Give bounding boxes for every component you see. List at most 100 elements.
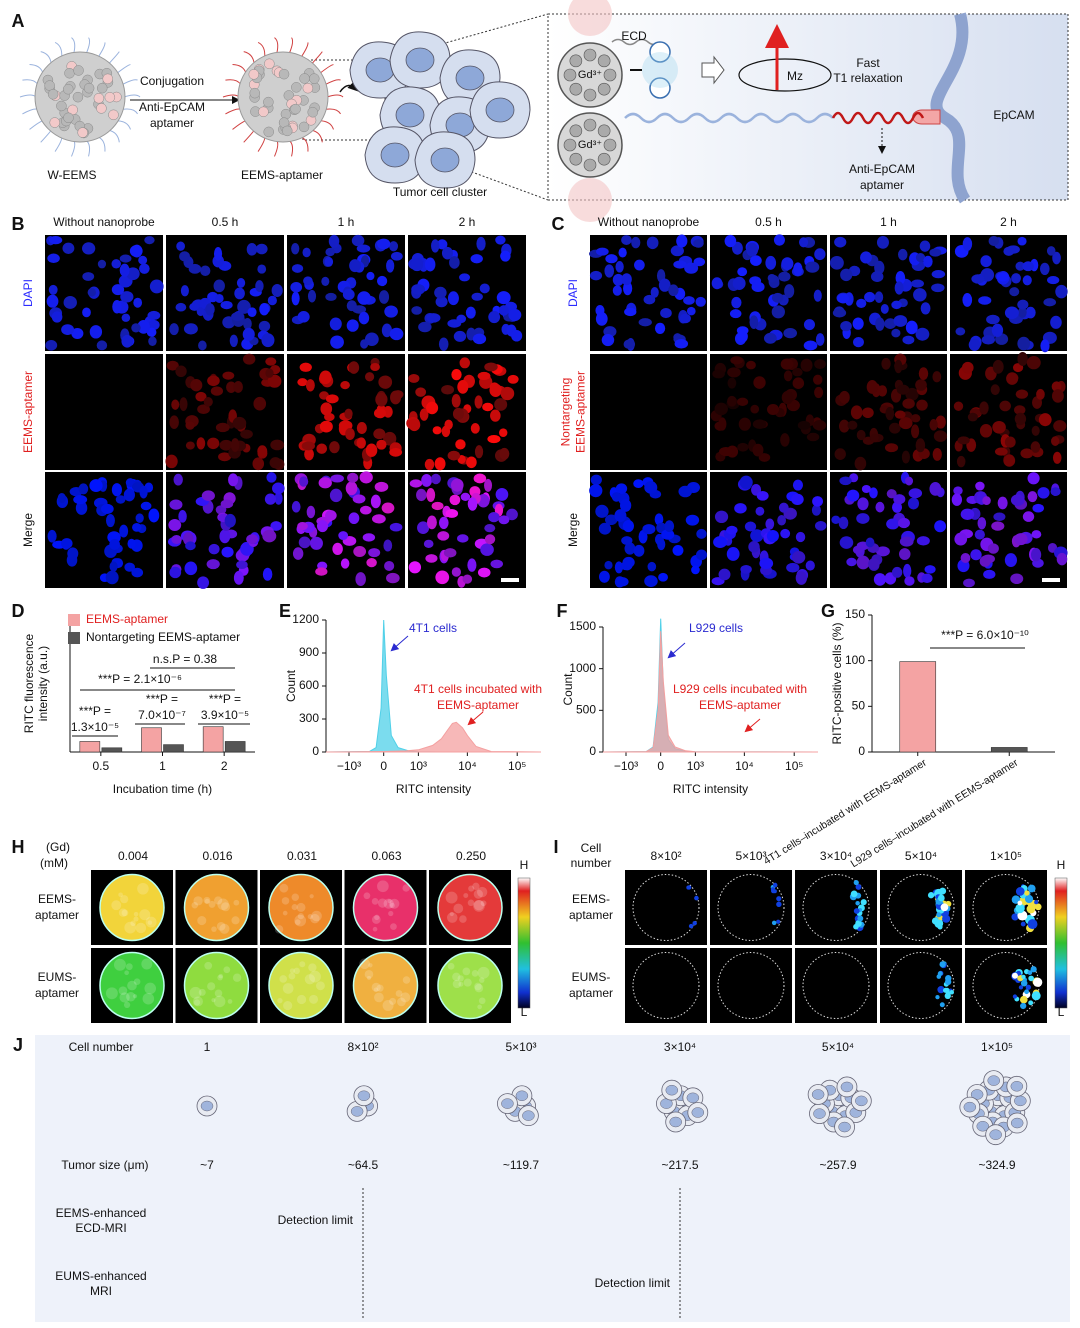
cell	[347, 472, 359, 483]
cell	[1006, 245, 1020, 254]
phantom-texture	[294, 919, 301, 925]
micrograph	[45, 235, 163, 351]
cell	[732, 276, 746, 290]
cell	[135, 513, 144, 523]
cell	[389, 327, 404, 341]
cell	[932, 448, 942, 461]
cell	[265, 357, 277, 366]
nucleus	[515, 1090, 529, 1102]
nanoparticle-core	[291, 82, 302, 93]
cell-number: 5×10³	[505, 1040, 536, 1054]
phantom-texture	[111, 900, 122, 911]
nucleus	[838, 1121, 851, 1133]
nanoparticle-core	[96, 82, 108, 94]
cell	[974, 529, 985, 540]
cell	[766, 529, 779, 543]
cell	[751, 281, 765, 293]
cell	[1055, 284, 1068, 299]
cell	[257, 264, 267, 274]
cell	[73, 495, 88, 505]
cell	[1053, 420, 1067, 432]
label: aptamer	[150, 116, 194, 130]
cell	[979, 401, 989, 415]
cell	[924, 565, 936, 574]
bar	[899, 661, 937, 753]
cell	[460, 492, 471, 501]
y-tick-label: 0	[858, 744, 865, 758]
cell	[1052, 251, 1061, 265]
cell	[441, 385, 455, 395]
ligand	[288, 37, 294, 54]
y-axis-label: RITC fluorescence	[22, 633, 36, 733]
cell	[360, 505, 372, 515]
cell	[49, 236, 63, 245]
nanoparticle-core	[83, 82, 95, 94]
nanoparticle-core	[49, 117, 61, 128]
cell	[875, 501, 885, 513]
phantom-texture	[457, 975, 464, 982]
signal	[937, 924, 943, 930]
cell	[992, 420, 1006, 434]
nanoparticle-core	[290, 103, 301, 115]
cell	[356, 422, 367, 434]
cell	[111, 483, 122, 497]
column-header: 5×10³	[735, 849, 766, 863]
phantom-texture	[141, 958, 153, 970]
panel-label: E	[279, 601, 291, 621]
cell	[374, 481, 389, 492]
cell	[786, 562, 800, 573]
nucleus	[686, 1092, 700, 1104]
cell	[384, 305, 398, 318]
row-label: EEMS-	[38, 892, 76, 906]
cell	[650, 287, 659, 298]
cell	[931, 283, 945, 293]
cell	[1050, 487, 1061, 496]
cell	[771, 305, 785, 319]
row-label: aptamer	[569, 908, 613, 922]
cell	[814, 359, 826, 370]
cell	[477, 371, 491, 381]
x-tick-label: 10³	[687, 759, 704, 773]
cell	[97, 259, 107, 269]
phantom-texture	[221, 902, 231, 912]
signal	[771, 920, 777, 926]
cell	[207, 437, 220, 450]
cell	[467, 497, 478, 511]
cell	[472, 333, 487, 345]
column-header: 0.063	[371, 849, 401, 863]
nucleus	[380, 142, 410, 168]
cell	[668, 284, 679, 297]
column-header: 0.004	[118, 849, 148, 863]
nanoparticle-core	[62, 83, 74, 95]
label: EEMS-aptamer	[241, 168, 323, 182]
cell	[685, 514, 700, 526]
cell	[911, 279, 924, 288]
nanoparticle-core	[302, 82, 314, 94]
cell	[450, 478, 464, 492]
cell	[596, 247, 609, 256]
cell	[78, 483, 89, 495]
signal	[855, 883, 862, 890]
cell	[490, 559, 504, 569]
cell	[1009, 287, 1020, 297]
cell	[482, 402, 494, 412]
ligand	[29, 64, 44, 74]
cell	[195, 391, 207, 402]
nucleus	[855, 1095, 868, 1107]
cell	[148, 508, 160, 523]
tumor-size: ~7	[200, 1158, 214, 1172]
column-header: Without nanoprobe	[53, 215, 155, 229]
cell	[484, 523, 496, 533]
signal	[945, 975, 952, 982]
y-tick-label: 50	[852, 699, 866, 713]
cell	[298, 536, 311, 549]
cell	[269, 457, 282, 469]
cell	[997, 496, 1008, 510]
phantom-texture	[233, 899, 240, 906]
cell	[727, 377, 737, 389]
cell	[455, 439, 466, 450]
phantom-texture	[288, 972, 296, 980]
cell	[63, 295, 77, 309]
nanoparticle-core	[64, 67, 75, 79]
cell	[899, 548, 911, 561]
